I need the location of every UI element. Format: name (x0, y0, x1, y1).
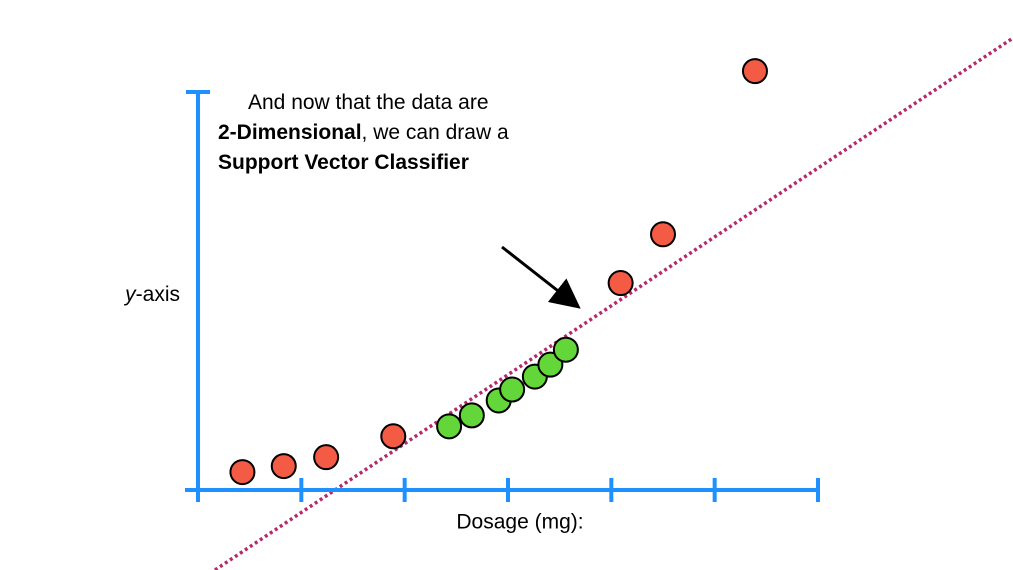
annotation-text: Support Vector Classifier (218, 151, 469, 174)
point (270, 453, 297, 480)
annotation-text: And now that the data are (248, 91, 489, 114)
point (537, 351, 564, 378)
point (552, 336, 579, 363)
classifier-line (214, 36, 1013, 570)
point (741, 58, 768, 85)
point (229, 459, 256, 486)
annotation: And now that the data are 2-Dimensional, … (218, 91, 509, 174)
y-label-rest: -axis (136, 283, 180, 306)
point (499, 376, 526, 403)
point (436, 413, 463, 440)
annotation-text: , we can draw a (362, 121, 509, 144)
arrow (501, 245, 581, 309)
point (380, 423, 407, 450)
annotation-line: And now that the data are (248, 91, 489, 114)
annotation-text: 2-Dimensional (218, 121, 362, 144)
y-label-var: y (123, 283, 137, 306)
annotation-line: 2-Dimensional, we can draw a (218, 121, 509, 144)
point (458, 402, 485, 429)
annotation-line: Support Vector Classifier (218, 151, 469, 174)
y-axis-label: y-axis (123, 283, 180, 306)
point (650, 221, 676, 248)
point (313, 444, 340, 471)
point (607, 270, 634, 297)
x-axis-label: Dosage (mg): (456, 511, 583, 534)
